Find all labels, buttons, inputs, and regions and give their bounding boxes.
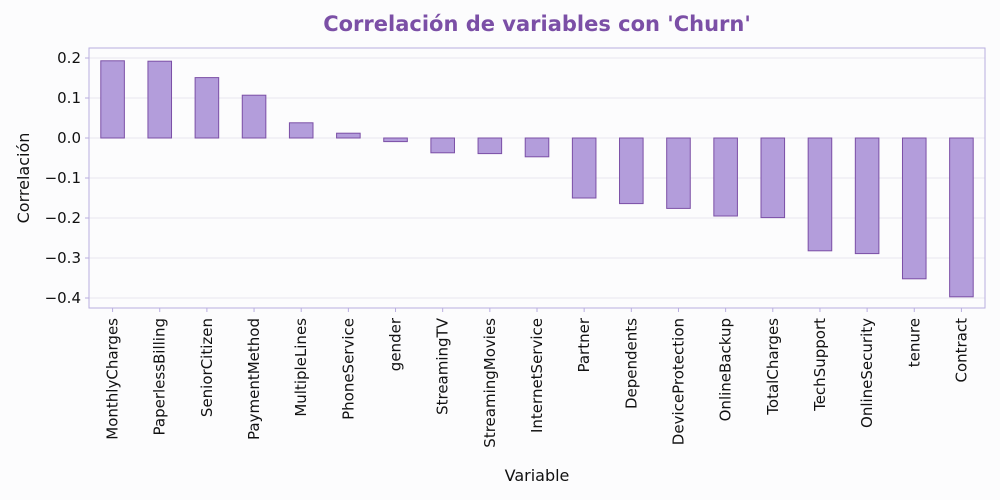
y-axis-label: Correlación: [14, 133, 33, 224]
y-axis-ticks: 0.2 0.1 0.0 −0.1 −0.2 −0.3 −0.4: [45, 49, 89, 307]
y-tick-label: −0.1: [45, 169, 81, 187]
x-tick-label: InternetService: [528, 318, 546, 433]
y-tick-label: 0.0: [57, 129, 81, 147]
x-axis-label: Variable: [505, 466, 570, 485]
bar-streamingmovies: [477, 137, 503, 155]
x-tick-label: PaymentMethod: [245, 318, 263, 440]
x-tick-label: PaperlessBilling: [151, 318, 169, 436]
bar-contract: [949, 137, 974, 298]
x-tick-label: SeniorCitizen: [198, 318, 216, 417]
bar-multiplelines: [288, 122, 314, 139]
x-tick-label: tenure: [905, 318, 923, 367]
x-tick-label: Dependents: [622, 318, 640, 409]
y-tick-label: 0.2: [57, 49, 81, 67]
x-axis-ticks: MonthlyCharges PaperlessBilling SeniorCiti…: [104, 308, 970, 448]
grid-lines: [89, 57, 985, 299]
x-tick-label: OnlineSecurity: [858, 318, 876, 428]
x-tick-label: Partner: [575, 317, 593, 372]
bar-paperlessbilling: [147, 60, 173, 139]
bar-phoneservice: [336, 132, 361, 139]
bar-deviceprotection: [666, 137, 691, 209]
x-tick-label: gender: [387, 317, 405, 371]
bar-paymentmethod: [241, 94, 267, 139]
bar-partner: [571, 137, 597, 199]
bar-gender: [383, 137, 408, 143]
x-tick-label: PhoneService: [339, 318, 357, 420]
x-tick-label: TechSupport: [811, 318, 829, 412]
chart-title: Correlación de variables con 'Churn': [323, 12, 751, 36]
bar-totalcharges: [760, 137, 786, 219]
bar-streamingtv: [430, 137, 455, 154]
bar-internetservice: [524, 137, 550, 158]
bar-monthlycharges: [100, 60, 125, 139]
x-tick-label: TotalCharges: [764, 318, 782, 416]
bar-onlinesecurity: [854, 137, 880, 255]
bars: [100, 60, 974, 298]
bar-tenure: [901, 137, 927, 280]
y-tick-label: 0.1: [57, 89, 81, 107]
bar-onlinebackup: [713, 137, 738, 217]
x-tick-label: OnlineBackup: [717, 318, 735, 421]
y-tick-label: −0.3: [45, 249, 81, 267]
bar-seniorcitizen: [194, 77, 220, 139]
x-tick-label: Contract: [952, 318, 970, 383]
x-tick-label: MultipleLines: [292, 318, 310, 417]
bar-dependents: [619, 137, 644, 205]
x-tick-label: MonthlyCharges: [104, 318, 122, 440]
y-tick-label: −0.2: [45, 209, 81, 227]
bar-techsupport: [807, 137, 833, 252]
y-tick-label: −0.4: [45, 289, 81, 307]
x-tick-label: DeviceProtection: [669, 318, 687, 445]
x-tick-label: StreamingTV: [434, 317, 452, 415]
x-tick-label: StreamingMovies: [481, 318, 499, 448]
